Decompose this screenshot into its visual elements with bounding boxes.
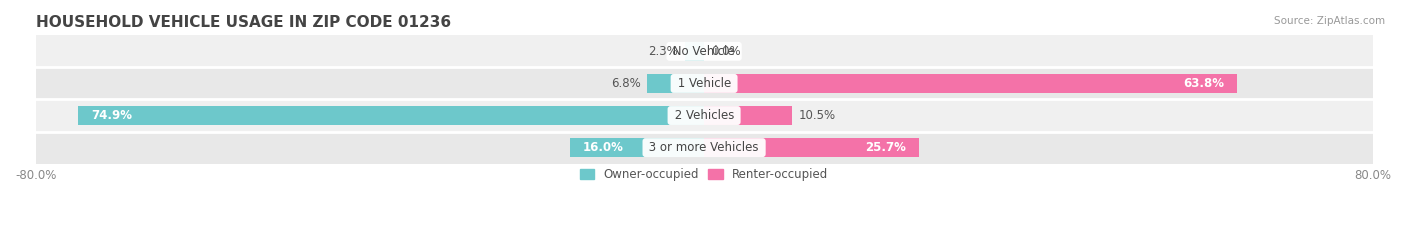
Bar: [647, 74, 704, 93]
Text: 25.7%: 25.7%: [866, 141, 907, 154]
Bar: [35, 35, 1372, 67]
Bar: [704, 106, 792, 125]
Text: 3 or more Vehicles: 3 or more Vehicles: [645, 141, 762, 154]
Bar: [704, 138, 918, 157]
Bar: [685, 42, 704, 61]
Legend: Owner-occupied, Renter-occupied: Owner-occupied, Renter-occupied: [579, 168, 828, 181]
Bar: [571, 138, 704, 157]
Text: Source: ZipAtlas.com: Source: ZipAtlas.com: [1274, 16, 1385, 26]
Text: 10.5%: 10.5%: [799, 109, 835, 122]
Bar: [79, 106, 704, 125]
Text: HOUSEHOLD VEHICLE USAGE IN ZIP CODE 01236: HOUSEHOLD VEHICLE USAGE IN ZIP CODE 0123…: [35, 15, 451, 30]
Bar: [704, 74, 1237, 93]
Text: 1 Vehicle: 1 Vehicle: [673, 77, 734, 90]
Bar: [35, 99, 1372, 132]
Text: 0.0%: 0.0%: [711, 45, 741, 58]
Bar: [35, 132, 1372, 164]
Text: 74.9%: 74.9%: [91, 109, 132, 122]
Text: 6.8%: 6.8%: [610, 77, 641, 90]
Text: 2.3%: 2.3%: [648, 45, 678, 58]
Text: No Vehicle: No Vehicle: [669, 45, 738, 58]
Text: 63.8%: 63.8%: [1184, 77, 1225, 90]
Text: 2 Vehicles: 2 Vehicles: [671, 109, 738, 122]
Bar: [35, 67, 1372, 99]
Text: 16.0%: 16.0%: [583, 141, 624, 154]
